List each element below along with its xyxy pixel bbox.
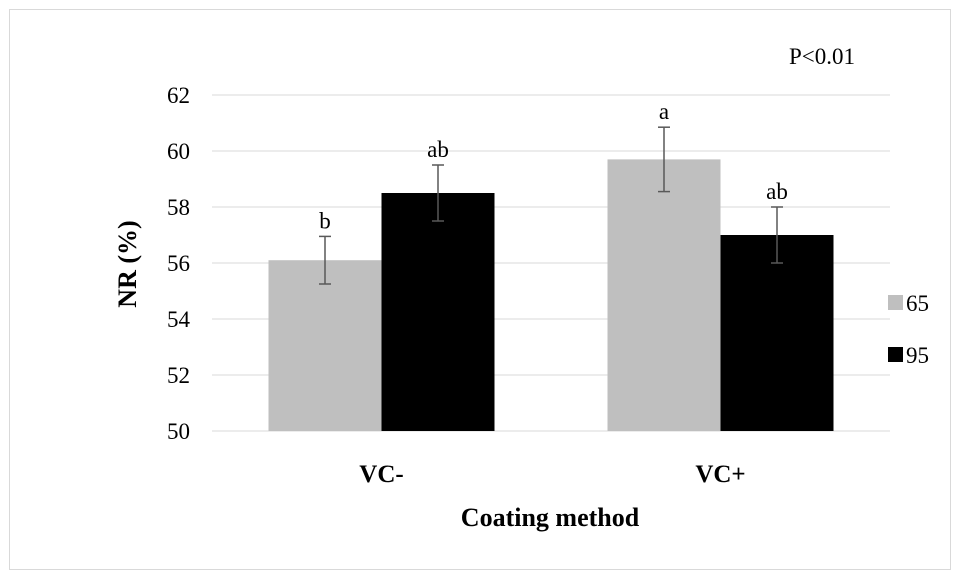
bar-65-VC+: [607, 159, 721, 431]
bar-95-VC+: [720, 235, 834, 431]
legend-swatch-95: [888, 347, 903, 362]
bars: [268, 159, 834, 431]
legend-label: 95: [906, 343, 929, 368]
y-tick-label: 50: [167, 419, 190, 444]
y-tick-labels: 50 52 54 56 58 60 62: [167, 83, 191, 444]
x-tick-label: VC-: [359, 461, 403, 488]
legend-swatch-65: [888, 295, 903, 310]
x-tick-label: VC+: [695, 461, 745, 488]
y-axis-title: NR (%): [113, 220, 142, 307]
p-value-annotation: P<0.01: [789, 44, 855, 69]
legend-label: 65: [906, 291, 929, 316]
y-tick-label: 62: [167, 83, 190, 108]
significance-label: ab: [427, 137, 449, 162]
significance-label: a: [659, 99, 669, 124]
y-tick-label: 52: [167, 363, 190, 388]
bar-95-VC-: [381, 193, 495, 431]
legend: 65 95: [888, 291, 929, 368]
x-tick-labels: VC- VC+: [359, 461, 745, 488]
significance-label: b: [319, 208, 331, 233]
x-axis-title: Coating method: [461, 503, 640, 532]
bar-65-VC-: [268, 260, 382, 431]
significance-label: ab: [766, 179, 788, 204]
y-tick-label: 60: [167, 139, 190, 164]
y-tick-label: 56: [167, 251, 190, 276]
y-tick-label: 54: [167, 307, 191, 332]
error-bars: [319, 126, 783, 285]
y-tick-label: 58: [167, 195, 190, 220]
significance-labels: b ab a ab: [319, 99, 788, 233]
